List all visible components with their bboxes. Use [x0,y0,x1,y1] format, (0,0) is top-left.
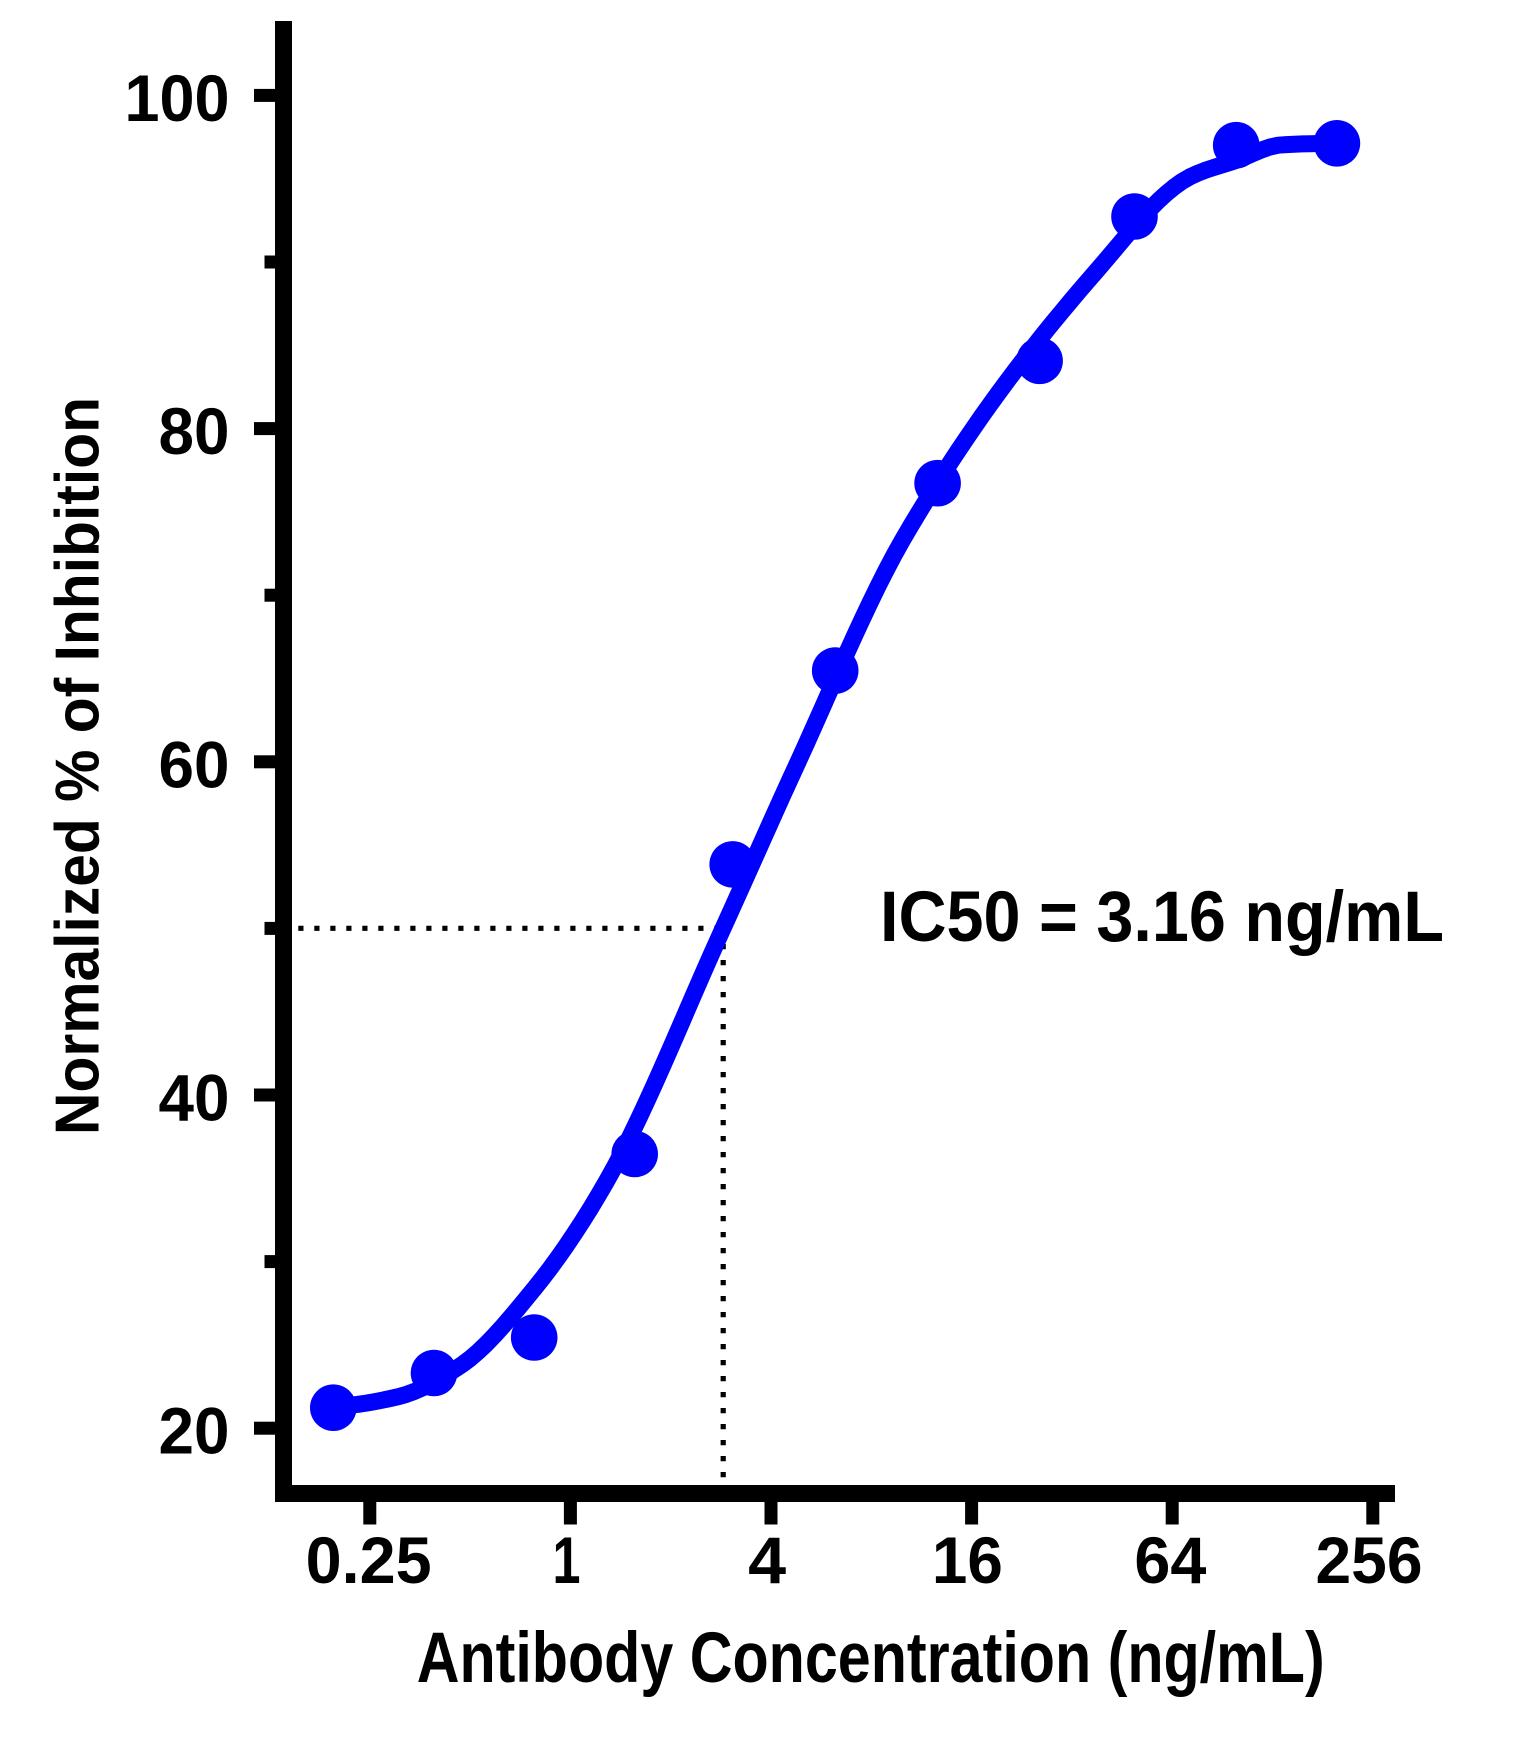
svg-text:256: 256 [1316,1523,1423,1597]
svg-text:IC50 = 3.16 ng/mL: IC50 = 3.16 ng/mL [880,878,1444,957]
svg-text:4: 4 [748,1523,786,1597]
svg-text:16: 16 [932,1523,1003,1597]
svg-text:1: 1 [553,1523,581,1597]
svg-text:20: 20 [159,1394,230,1468]
svg-text:64: 64 [1134,1523,1206,1597]
svg-text:100: 100 [125,61,230,135]
svg-text:Antibody Concentration (ng/mL): Antibody Concentration (ng/mL) [417,1619,1325,1698]
svg-text:0.25: 0.25 [306,1523,432,1597]
svg-text:80: 80 [159,394,230,468]
svg-text:40: 40 [159,1061,230,1135]
svg-text:Normalized % of Inhibition: Normalized % of Inhibition [44,397,113,1135]
svg-text:60: 60 [159,727,230,801]
